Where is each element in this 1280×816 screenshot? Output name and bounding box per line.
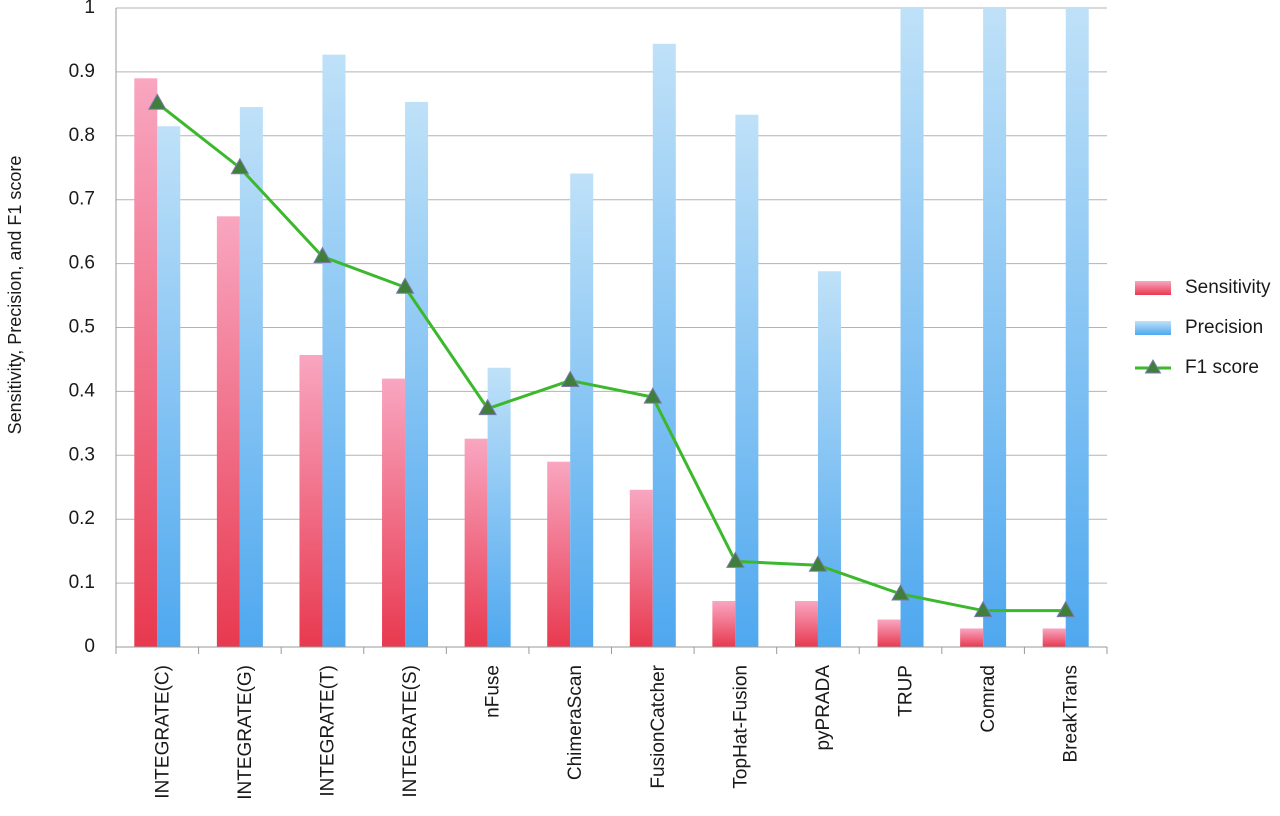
bar-sensitivity: [629, 489, 653, 647]
x-category-label: ChimeraScan: [565, 665, 586, 780]
bar-precision: [652, 43, 676, 648]
x-category-label: INTEGRATE(C): [152, 665, 173, 799]
bar-sensitivity: [547, 461, 571, 647]
legend-label: F1 score: [1185, 357, 1259, 378]
bar-sensitivity: [216, 216, 240, 647]
axes: [115, 8, 1108, 654]
f1-marker: [560, 370, 580, 388]
bar-precision: [487, 367, 511, 647]
f1-marker: [1056, 600, 1076, 618]
x-category-label: TRUP: [896, 665, 917, 717]
x-category-label: nFuse: [483, 665, 504, 718]
y-tick-label: 0.7: [69, 189, 95, 210]
legend-swatch-precision: [1135, 321, 1171, 335]
y-axis-label: Sensitivity, Precision, and F1 score: [5, 156, 25, 435]
bar-sensitivity: [382, 378, 406, 647]
bar-sensitivity: [134, 78, 158, 648]
x-category-label: TopHat-Fusion: [730, 665, 751, 789]
f1-marker: [973, 600, 993, 618]
y-tick-label: 1: [84, 0, 95, 18]
bar-sensitivity: [712, 600, 736, 647]
f1-marker: [230, 157, 250, 175]
bar-sensitivity: [299, 354, 323, 647]
gridlines: [116, 7, 1107, 584]
f1-series-line: [156, 102, 1066, 613]
bars: [134, 8, 1089, 648]
f1-line: [147, 93, 1076, 618]
bar-precision: [570, 173, 594, 647]
x-category-labels: INTEGRATE(C) INTEGRATE(G) INTEGRATE(T) INTE…: [152, 664, 1081, 799]
f1-marker: [726, 551, 745, 568]
bar-sensitivity: [877, 619, 901, 647]
bar-precision: [735, 114, 759, 647]
y-tick-label: 0: [84, 636, 95, 657]
bar-precision: [1065, 8, 1089, 647]
bar-sensitivity: [1042, 628, 1066, 647]
f1-marker: [313, 246, 332, 264]
f1-marker: [395, 277, 415, 294]
f1-marker: [891, 583, 910, 601]
y-tick-label: 0.5: [69, 317, 95, 338]
x-category-label: FusionCatcher: [648, 664, 669, 788]
f1-marker: [643, 387, 663, 404]
y-tick-label: 0.4: [69, 380, 96, 401]
y-tick-label: 0.6: [69, 253, 95, 274]
bar-sensitivity: [960, 628, 984, 647]
x-category-label: INTEGRATE(S): [400, 665, 421, 798]
f1-marker: [808, 555, 828, 572]
legend-swatch-sensitivity: [1135, 281, 1171, 295]
bar-precision: [157, 126, 181, 648]
bar-sensitivity: [794, 600, 818, 647]
x-category-label: INTEGRATE(T): [317, 665, 338, 797]
x-category-label: BreakTrans: [1061, 665, 1082, 763]
legend: Sensitivity Precision F1 score: [1135, 277, 1271, 378]
bar-precision: [405, 101, 429, 648]
y-tick-labels: 0 0.1 0.2 0.3 0.4 0.5 0.6 0.7 0.8 0.9 1: [69, 0, 96, 657]
x-category-label: Comrad: [978, 665, 999, 733]
x-category-label: INTEGRATE(G): [235, 665, 256, 800]
y-tick-label: 0.9: [69, 61, 95, 82]
y-tick-label: 0.1: [69, 572, 95, 593]
bar-precision: [817, 271, 841, 647]
bar-precision: [983, 8, 1007, 647]
legend-label: Precision: [1185, 317, 1263, 338]
legend-f1-marker: [1144, 358, 1162, 374]
f1-marker: [147, 93, 167, 110]
y-tick-label: 0.2: [69, 508, 95, 529]
legend-label: Sensitivity: [1185, 277, 1271, 298]
f1-marker: [478, 398, 497, 416]
y-tick-label: 0.3: [69, 444, 95, 465]
bar-precision: [322, 54, 346, 648]
y-tick-label: 0.8: [69, 125, 95, 146]
bar-precision: [900, 8, 924, 647]
bar-sensitivity: [464, 438, 488, 647]
bar-precision: [239, 107, 263, 648]
x-category-label: pyPRADA: [813, 665, 834, 751]
